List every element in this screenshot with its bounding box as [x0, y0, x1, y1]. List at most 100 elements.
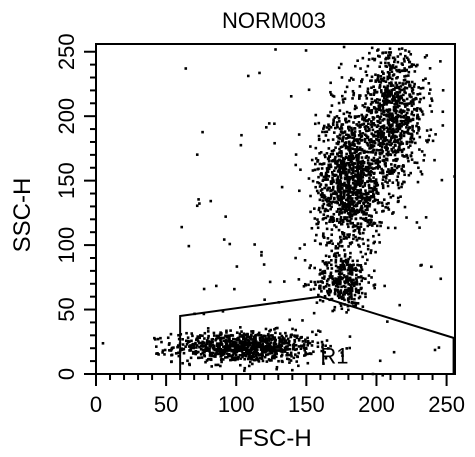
data-point — [329, 207, 332, 211]
data-point — [419, 107, 422, 111]
data-point — [415, 221, 419, 224]
data-point — [247, 335, 250, 339]
data-point — [204, 360, 207, 364]
data-point — [400, 185, 403, 189]
data-point — [385, 90, 389, 94]
data-point — [388, 134, 391, 138]
data-point — [380, 149, 384, 152]
data-point — [343, 210, 347, 214]
data-point — [356, 226, 359, 230]
data-point — [214, 284, 218, 288]
data-point — [401, 149, 404, 152]
data-point — [353, 144, 356, 147]
data-point — [185, 342, 189, 346]
data-point — [366, 106, 369, 110]
data-point — [366, 159, 370, 162]
data-point — [323, 153, 326, 157]
data-point — [316, 222, 320, 226]
data-point — [355, 204, 359, 208]
data-point — [365, 204, 369, 208]
data-point — [365, 113, 369, 117]
data-point — [371, 128, 375, 132]
data-point — [419, 170, 423, 173]
data-point — [371, 187, 375, 191]
data-point — [379, 133, 383, 137]
data-point — [389, 68, 392, 72]
data-point — [357, 210, 361, 214]
data-point — [350, 293, 353, 297]
data-point — [273, 141, 276, 145]
data-point — [363, 149, 366, 153]
data-point — [355, 208, 359, 212]
data-point — [290, 354, 293, 358]
data-point — [246, 74, 250, 78]
data-point — [370, 139, 373, 143]
data-point — [378, 131, 382, 134]
data-point — [311, 340, 314, 343]
data-point — [182, 347, 186, 351]
data-point — [352, 92, 356, 95]
data-point — [223, 345, 227, 348]
data-point — [405, 56, 409, 60]
data-point — [330, 202, 333, 205]
data-point — [317, 134, 321, 138]
data-point — [405, 103, 409, 107]
data-point — [361, 255, 364, 259]
data-point — [311, 179, 315, 183]
data-point — [353, 301, 356, 305]
data-point — [336, 164, 340, 168]
data-point — [350, 153, 354, 157]
data-point — [292, 356, 296, 360]
data-point — [330, 233, 334, 237]
data-point — [387, 75, 391, 78]
data-point — [304, 351, 307, 354]
data-point — [304, 353, 307, 357]
data-point — [250, 354, 253, 358]
data-point — [382, 198, 386, 201]
data-point — [430, 97, 433, 100]
data-point — [209, 358, 212, 361]
data-point — [356, 183, 360, 186]
data-point — [343, 265, 346, 268]
data-point — [380, 90, 383, 94]
data-point — [358, 146, 362, 149]
data-point — [267, 347, 271, 351]
data-point — [360, 80, 363, 84]
data-point — [350, 214, 354, 218]
data-point — [374, 151, 378, 155]
data-point — [278, 337, 282, 341]
data-point — [309, 210, 312, 214]
data-point — [376, 138, 379, 142]
data-point — [325, 221, 328, 225]
data-point — [398, 114, 402, 118]
data-point — [332, 279, 336, 283]
data-point — [351, 259, 355, 263]
data-point — [347, 192, 350, 196]
data-point — [339, 145, 343, 149]
data-point — [220, 343, 224, 346]
data-point — [337, 181, 341, 185]
data-point — [410, 90, 414, 93]
data-point — [364, 252, 368, 256]
data-point — [356, 263, 359, 267]
data-point — [338, 147, 341, 151]
data-point — [252, 337, 256, 340]
data-point — [403, 205, 407, 209]
data-point — [344, 167, 348, 171]
data-point — [395, 159, 398, 163]
data-point — [314, 146, 318, 150]
data-point — [342, 101, 345, 104]
data-point — [352, 174, 355, 178]
data-point — [334, 201, 337, 204]
data-point — [338, 278, 341, 282]
data-point — [335, 200, 339, 204]
data-point — [202, 312, 206, 316]
data-point — [356, 259, 359, 263]
data-point — [346, 233, 349, 236]
data-point — [261, 348, 264, 351]
data-point — [321, 191, 324, 195]
data-point — [332, 169, 336, 173]
data-point — [256, 358, 260, 362]
data-point — [357, 201, 360, 204]
data-point — [364, 70, 368, 74]
